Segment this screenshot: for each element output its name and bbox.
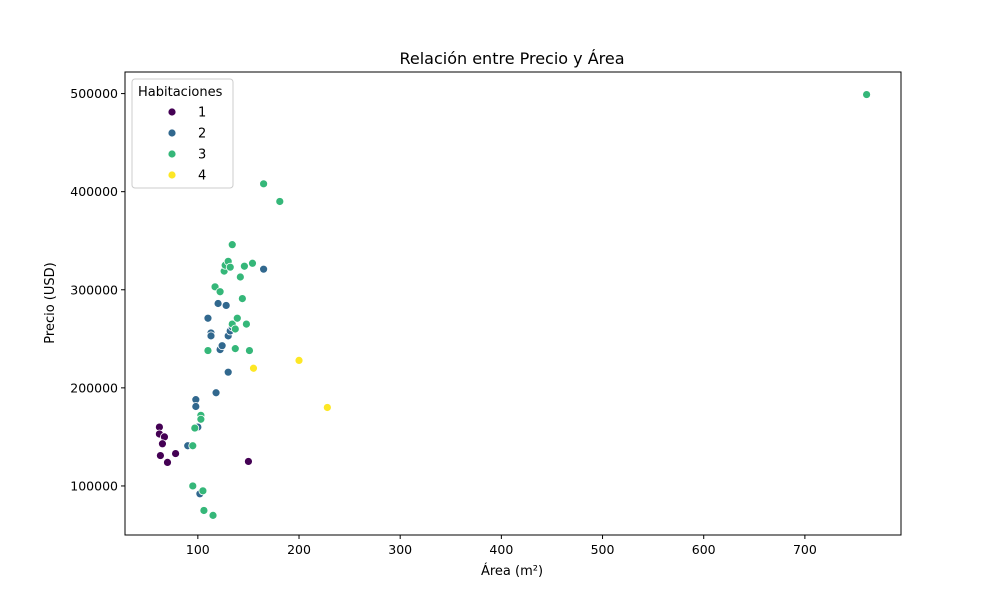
legend-label-2: 2 [198,127,206,142]
legend-marker-2 [167,128,177,138]
data-point-3 [245,346,254,355]
y-axis-label: Precio (USD) [43,262,58,343]
data-point-4 [249,363,258,373]
data-point-3 [232,313,242,323]
y-tick-label: 300000 [70,282,118,297]
legend-label-4: 4 [198,169,206,184]
data-point-2 [259,264,269,274]
x-axis-label: Área (m²) [481,563,543,579]
data-point-3 [862,90,872,99]
data-point-4 [322,403,332,412]
data-points [154,90,872,520]
data-point-1 [171,449,180,458]
x-tick-label: 200 [287,542,311,557]
data-point-3 [203,346,213,355]
data-point-3 [190,423,200,433]
data-point-1 [158,439,167,449]
y-tick-label: 400000 [70,184,118,199]
y-tick-label: 200000 [70,380,118,395]
data-point-4 [294,355,304,365]
data-point-3 [196,414,206,424]
data-point-3 [275,197,285,206]
data-point-3 [188,481,198,491]
data-point-3 [230,344,240,354]
data-point-3 [227,240,237,250]
chart-title: Relación entre Precio y Área [399,49,624,68]
data-point-3 [198,486,208,496]
data-point-3 [248,258,257,268]
legend-marker-4 [167,170,177,180]
data-point-3 [199,506,209,515]
data-point-1 [163,458,172,467]
y-tick-label: 100000 [70,478,118,493]
data-point-3 [215,287,225,297]
data-point-1 [244,457,253,466]
data-point-1 [156,451,165,460]
data-point-2 [221,301,231,310]
x-tick-label: 500 [591,542,615,557]
data-point-2 [223,367,233,377]
data-point-2 [203,313,213,323]
data-point-3 [188,441,198,451]
x-tick-label: 400 [489,542,513,557]
data-point-3 [237,294,247,303]
data-point-2 [217,341,227,351]
data-point-3 [259,179,269,189]
legend-box [131,78,234,189]
data-point-3 [239,261,249,271]
legend-label-1: 1 [198,106,206,121]
data-point-3 [208,510,218,520]
data-point-2 [211,388,221,398]
legend-marker-1 [167,107,177,117]
y-tick-label: 500000 [70,86,118,101]
y-axis: 100000 200000 300000 400000 500000 [70,86,125,493]
plot-area [124,71,902,536]
legend-label-3: 3 [198,148,206,163]
x-axis: 100 200 300 400 500 600 700 [186,535,817,557]
legend: Habitaciones 1 2 3 4 [131,78,234,189]
data-point-3 [225,262,235,272]
legend-marker-3 [167,149,177,159]
legend-title: Habitaciones [138,85,223,100]
x-tick-label: 700 [793,542,817,557]
data-point-2 [206,331,216,341]
data-point-3 [235,272,245,282]
data-point-2 [191,402,201,411]
x-tick-label: 600 [692,542,716,557]
x-tick-label: 100 [186,542,210,557]
data-point-3 [242,319,251,329]
data-point-3 [230,324,240,334]
x-tick-label: 300 [388,542,412,557]
data-point-2 [213,299,223,308]
